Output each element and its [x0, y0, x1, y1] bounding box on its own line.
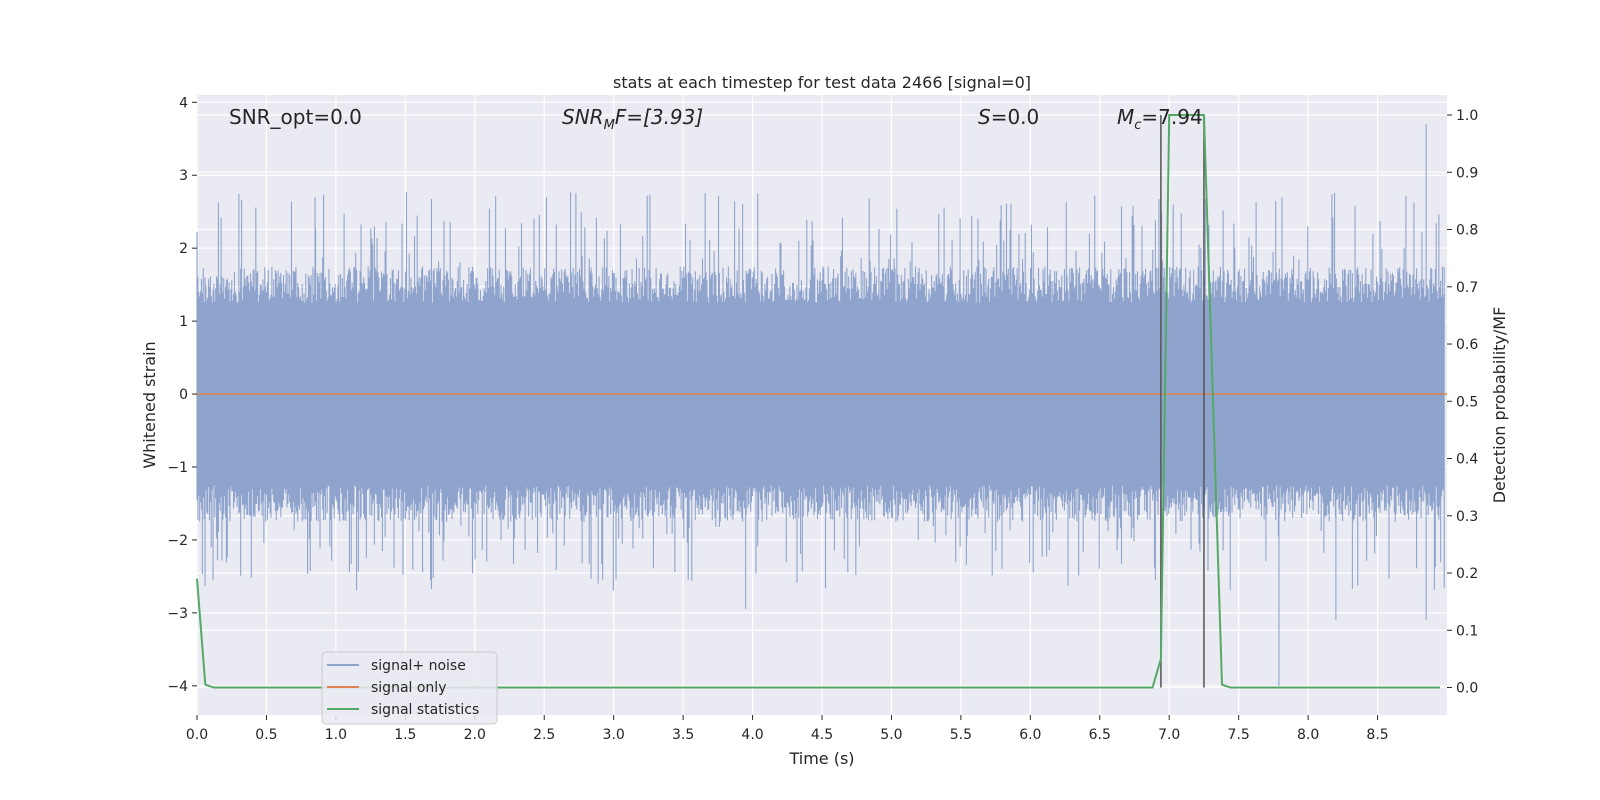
y-axis-left-ticks: −4 −3 −2 −1 0 1 2 3 4 — [167, 95, 197, 695]
x-tick-label: 1.0 — [325, 727, 347, 743]
legend: signal+ noise signal only signal statist… — [321, 651, 498, 725]
x-tick-label: 5.5 — [950, 727, 972, 743]
y-right-tick-label: 0.6 — [1456, 337, 1478, 353]
x-tick-label: 2.0 — [464, 727, 486, 743]
series-signal-statistics — [196, 114, 1441, 689]
y-right-tick-label: 0.3 — [1456, 509, 1478, 525]
x-tick-label: 2.5 — [533, 727, 555, 743]
snr-mf-rest: F=[3.93] — [615, 105, 703, 129]
y-axis-left-label: Whitened strain — [140, 341, 159, 468]
y-right-tick-label: 0.2 — [1456, 566, 1478, 582]
y-right-tick-label: 0.5 — [1456, 394, 1478, 410]
plot-area — [196, 95, 1447, 715]
y-left-tick-label: −2 — [167, 533, 188, 549]
legend-box — [321, 651, 498, 725]
y-left-tick-label: 4 — [179, 95, 188, 111]
s-rest: =0.0 — [991, 105, 1040, 129]
legend-label-signal-only: signal only — [371, 680, 446, 696]
snr-mf-sub: M — [604, 118, 615, 133]
y-left-tick-label: 3 — [179, 168, 188, 184]
y-left-tick-label: 0 — [179, 387, 188, 403]
x-tick-label: 5.0 — [880, 727, 902, 743]
annotation-snr-mf: SNRMF=[3.93] — [562, 105, 703, 133]
s-base: S — [978, 105, 991, 129]
y-left-tick-label: 2 — [179, 241, 188, 257]
y-right-tick-label: 0.8 — [1456, 223, 1478, 239]
x-tick-label: 7.0 — [1158, 727, 1180, 743]
y-right-tick-label: 1.0 — [1456, 108, 1478, 124]
x-tick-label: 4.5 — [811, 727, 833, 743]
y-axis-right-label: Detection probability/MF — [1490, 307, 1509, 504]
y-right-tick-label: 0.4 — [1456, 452, 1478, 468]
snr-mf-base: SNR — [562, 105, 604, 129]
x-tick-label: 3.5 — [672, 727, 694, 743]
legend-label-signal-statistics: signal statistics — [371, 702, 479, 718]
x-tick-label: 6.5 — [1089, 727, 1111, 743]
x-tick-label: 4.0 — [741, 727, 763, 743]
y-right-tick-label: 0.7 — [1456, 280, 1478, 296]
y-left-tick-label: −1 — [167, 460, 188, 476]
x-tick-label: 3.0 — [603, 727, 625, 743]
chart-title: stats at each timestep for test data 246… — [613, 73, 1031, 92]
y-right-tick-label: 0.9 — [1456, 165, 1478, 181]
annotation-mc: Mc=7.94 — [1117, 105, 1203, 133]
y-right-tick-label: 0.0 — [1456, 681, 1478, 697]
y-right-tick-label: 0.1 — [1456, 623, 1478, 639]
x-tick-label: 0.0 — [186, 727, 208, 743]
mc-base: M — [1117, 105, 1134, 129]
x-tick-label: 1.5 — [394, 727, 416, 743]
annotation-snr-opt: SNR_opt=0.0 — [229, 105, 362, 129]
y-axis-right-ticks: 0.0 0.1 0.2 0.3 0.4 0.5 0.6 0.7 0.8 0.9 1.0 — [1447, 108, 1478, 697]
detection-window-lines — [1160, 115, 1205, 688]
x-axis-label: Time (s) — [788, 749, 854, 768]
noise-trace — [196, 124, 1445, 686]
mc-sub: c — [1134, 118, 1141, 133]
y-left-tick-label: −4 — [167, 679, 188, 695]
x-axis-ticks: 0.0 0.5 1.0 1.5 2.0 2.5 3.0 3.5 4.0 4.5 5.0 5.5 6.0 6… — [186, 715, 1389, 743]
x-tick-label: 8.5 — [1366, 727, 1388, 743]
x-tick-label: 0.5 — [255, 727, 277, 743]
x-tick-label: 8.0 — [1297, 727, 1319, 743]
y-left-tick-label: 1 — [179, 314, 188, 330]
x-tick-label: 7.5 — [1228, 727, 1250, 743]
x-tick-label: 6.0 — [1019, 727, 1041, 743]
legend-label-signal-noise: signal+ noise — [371, 658, 466, 674]
annotation-s: S=0.0 — [978, 105, 1039, 129]
series-signal-noise — [196, 124, 1445, 686]
mc-rest: =7.94 — [1141, 105, 1202, 129]
y-left-tick-label: −3 — [167, 606, 188, 622]
